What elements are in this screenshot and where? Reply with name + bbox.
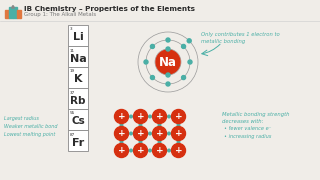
Text: +: + (175, 112, 182, 121)
Text: +: + (118, 112, 125, 121)
Text: Only contributes 1 electron to
metallic bonding: Only contributes 1 electron to metallic … (201, 32, 280, 44)
Text: +: + (156, 146, 163, 155)
Text: +: + (156, 129, 163, 138)
Text: Li: Li (73, 33, 84, 42)
Circle shape (150, 44, 155, 48)
Circle shape (166, 73, 170, 77)
Circle shape (166, 82, 170, 86)
Circle shape (177, 141, 180, 143)
Text: Weaker metallic bond: Weaker metallic bond (4, 124, 58, 129)
Bar (68, 46, 88, 67)
Text: • increasing radius: • increasing radius (224, 134, 271, 139)
Text: Group 1: The Alkali Metals: Group 1: The Alkali Metals (24, 12, 96, 17)
Text: IB Chemistry – Properties of the Elements: IB Chemistry – Properties of the Element… (24, 6, 195, 12)
Circle shape (130, 115, 132, 118)
Circle shape (139, 124, 142, 126)
Circle shape (153, 127, 166, 141)
Text: Metallic bonding strength
decreases with:: Metallic bonding strength decreases with… (222, 112, 290, 124)
Bar (68, 130, 88, 151)
Bar (17, 10, 20, 18)
Circle shape (115, 127, 129, 141)
Text: Cs: Cs (71, 116, 85, 127)
Circle shape (144, 60, 148, 64)
Circle shape (115, 109, 129, 123)
Text: 87: 87 (69, 132, 75, 136)
Circle shape (168, 115, 170, 118)
Circle shape (120, 141, 123, 143)
Circle shape (168, 149, 170, 152)
Circle shape (181, 76, 186, 80)
Text: +: + (175, 146, 182, 155)
Circle shape (181, 44, 186, 48)
Text: Fr: Fr (72, 138, 84, 147)
Circle shape (149, 115, 151, 118)
Circle shape (158, 124, 161, 126)
Bar (9, 7, 12, 18)
Circle shape (172, 143, 186, 158)
Circle shape (168, 132, 170, 135)
Text: • fewer valence e⁻: • fewer valence e⁻ (224, 126, 271, 131)
Bar (68, 25, 88, 46)
Circle shape (130, 149, 132, 152)
Text: +: + (137, 146, 144, 155)
Circle shape (149, 149, 151, 152)
Circle shape (172, 109, 186, 123)
Circle shape (130, 132, 132, 135)
Text: +: + (118, 129, 125, 138)
Text: +: + (137, 129, 144, 138)
Bar (13, 7, 17, 18)
Circle shape (149, 132, 151, 135)
Text: 37: 37 (69, 91, 75, 95)
Text: +: + (137, 112, 144, 121)
Circle shape (120, 124, 123, 126)
Text: Lowest melting point: Lowest melting point (4, 132, 55, 137)
Circle shape (150, 76, 155, 80)
Circle shape (172, 127, 186, 141)
Text: +: + (175, 129, 182, 138)
Text: 3: 3 (69, 28, 72, 31)
Circle shape (166, 47, 170, 51)
Circle shape (133, 143, 148, 158)
Circle shape (177, 124, 180, 126)
Circle shape (139, 141, 142, 143)
Text: 19: 19 (69, 69, 75, 73)
Polygon shape (12, 6, 14, 8)
Bar (68, 67, 88, 88)
Circle shape (156, 50, 180, 74)
Text: K: K (74, 75, 82, 84)
Text: 55: 55 (69, 111, 75, 116)
Text: +: + (156, 112, 163, 121)
Text: Largest radius: Largest radius (4, 116, 39, 121)
Text: Na: Na (159, 56, 177, 69)
Circle shape (133, 109, 148, 123)
Text: Na: Na (70, 53, 86, 64)
Circle shape (115, 143, 129, 158)
Bar (68, 88, 88, 109)
Circle shape (133, 127, 148, 141)
Text: +: + (118, 146, 125, 155)
Circle shape (188, 60, 192, 64)
Circle shape (153, 143, 166, 158)
Circle shape (187, 39, 191, 43)
Bar (5, 10, 9, 18)
Text: Rb: Rb (70, 96, 86, 105)
Circle shape (166, 38, 170, 42)
Circle shape (153, 109, 166, 123)
Circle shape (158, 141, 161, 143)
Bar (68, 109, 88, 130)
Text: 11: 11 (69, 48, 75, 53)
